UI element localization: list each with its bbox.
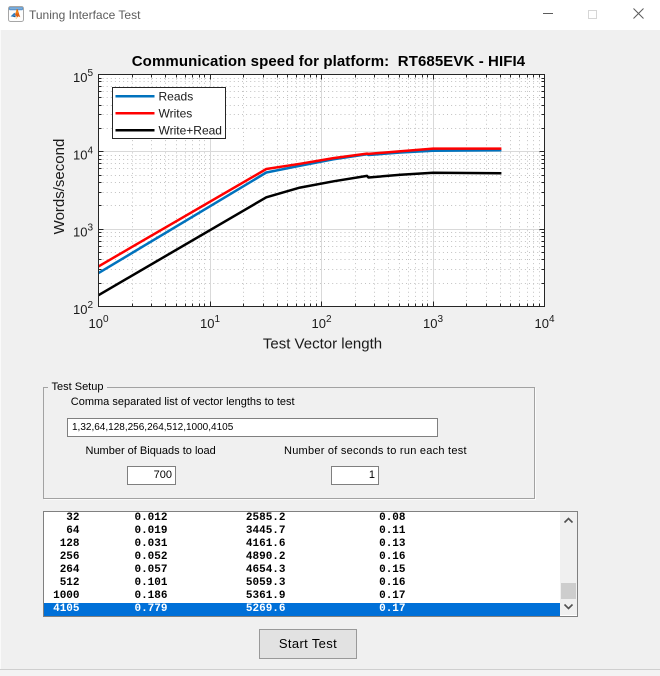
svg-text:Write+Read: Write+Read xyxy=(159,124,222,138)
svg-text:103: 103 xyxy=(73,223,93,240)
svg-text:105: 105 xyxy=(73,68,93,85)
svg-text:104: 104 xyxy=(534,314,554,331)
svg-text:Test Vector length: Test Vector length xyxy=(263,336,382,353)
svg-text:Words/second: Words/second xyxy=(51,139,68,235)
svg-text:104: 104 xyxy=(73,145,93,162)
svg-text:Writes: Writes xyxy=(159,107,193,121)
svg-text:Communication speed for platfo: Communication speed for platform: RT685E… xyxy=(132,53,526,70)
svg-text:Reads: Reads xyxy=(159,90,194,104)
svg-text:102: 102 xyxy=(311,314,331,331)
svg-text:102: 102 xyxy=(73,300,93,317)
svg-text:103: 103 xyxy=(423,314,443,331)
svg-text:101: 101 xyxy=(200,314,220,331)
svg-text:100: 100 xyxy=(88,314,108,331)
